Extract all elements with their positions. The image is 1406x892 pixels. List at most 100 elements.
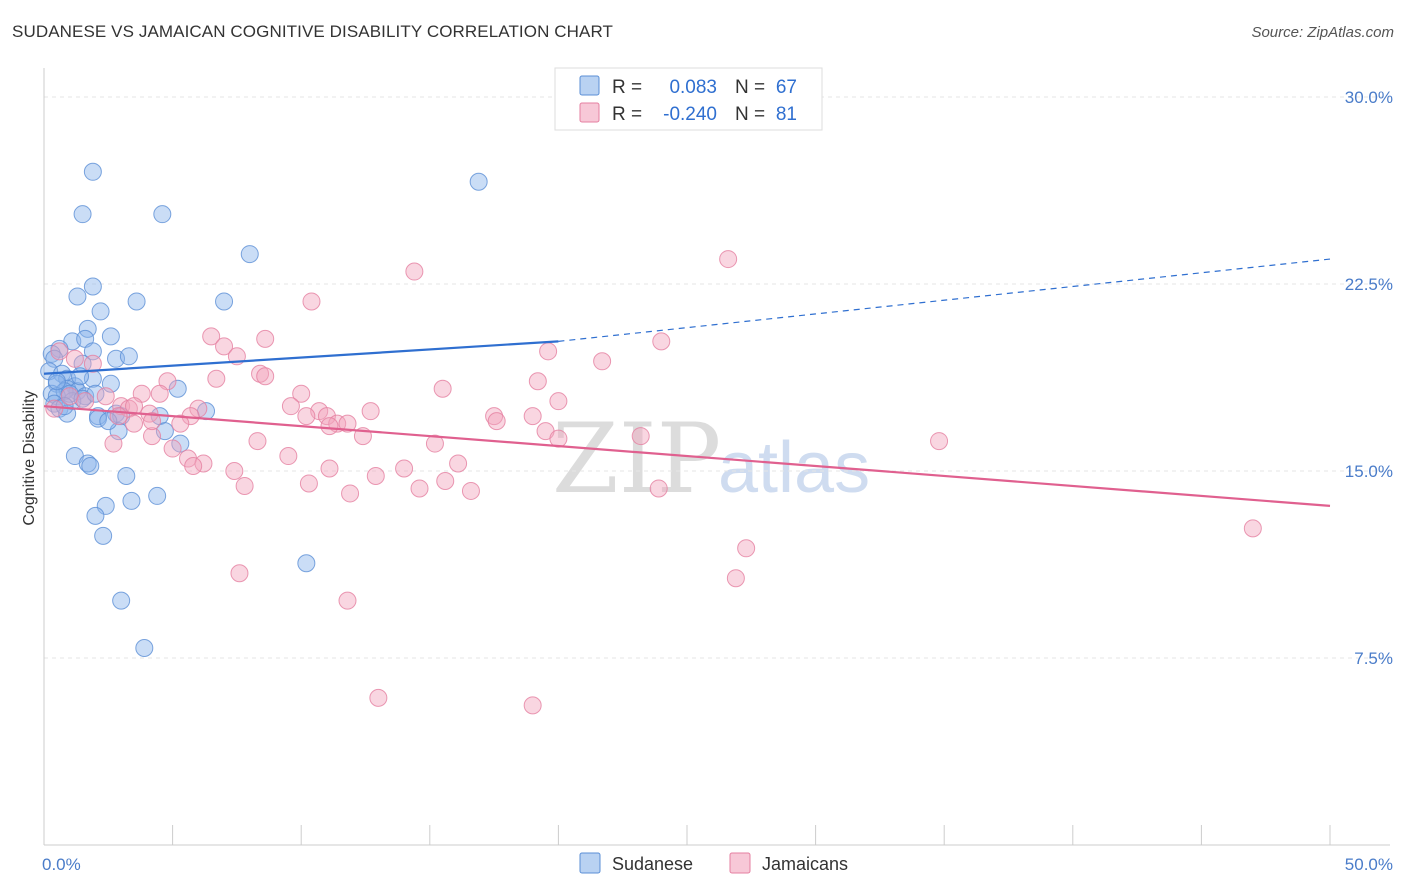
point-sudanese-50 (81, 457, 100, 476)
point-sudanese-5 (83, 277, 102, 296)
point-jamaicans-0 (719, 250, 738, 269)
point-jamaicans-67 (299, 474, 318, 493)
y-tick-label-0: 7.5% (1354, 649, 1393, 668)
point-sudanese-0 (83, 162, 102, 181)
point-sudanese-63 (86, 384, 105, 403)
stats-legend: R = 0.083 N = 67 R = -0.240 N = 81 (554, 67, 823, 131)
point-jamaicans-44 (338, 414, 357, 433)
point-jamaicans-33 (361, 402, 380, 421)
point-jamaicans-78 (523, 696, 542, 715)
chart-title: SUDANESE VS JAMAICAN COGNITIVE DISABILIT… (12, 22, 614, 41)
y-axis-label: Cognitive Disability (21, 390, 38, 525)
point-jamaicans-74 (726, 569, 745, 588)
point-sudanese-8 (215, 292, 234, 311)
point-sudanese-52 (148, 486, 167, 505)
point-sudanese-4 (240, 245, 259, 264)
point-jamaicans-3 (202, 327, 221, 346)
point-jamaicans-9 (593, 352, 612, 371)
point-jamaicans-66 (436, 471, 455, 490)
point-sudanese-7 (127, 292, 146, 311)
point-sudanese-55 (86, 506, 105, 525)
legend-n-label-jamaicans: N = (735, 104, 765, 125)
point-jamaicans-34 (485, 407, 504, 426)
point-jamaicans-43 (320, 417, 339, 436)
point-jamaicans-61 (320, 459, 339, 478)
point-sudanese-49 (78, 454, 97, 473)
point-jamaicans-69 (410, 479, 429, 498)
series-legend-swatch-jamaicans (729, 852, 751, 874)
legend-r-label-jamaicans: R = (612, 104, 642, 125)
point-sudanese-51 (117, 466, 136, 485)
point-jamaicans-77 (369, 688, 388, 707)
point-jamaicans-68 (235, 476, 254, 495)
point-jamaicans-50 (425, 434, 444, 453)
trend-line-jamaicans (43, 405, 1331, 508)
point-jamaicans-11 (50, 342, 69, 361)
legend-r-value-jamaicans: -0.240 (663, 104, 717, 125)
point-jamaicans-35 (523, 407, 542, 426)
point-jamaicans-59 (449, 454, 468, 473)
point-jamaicans-79 (649, 479, 668, 498)
point-jamaicans-14 (256, 367, 275, 386)
series-legend-label-jamaicans: Jamaicans (762, 854, 848, 874)
point-sudanese-6 (68, 287, 87, 306)
point-sudanese-58 (112, 591, 131, 610)
source-credit: Source: ZipAtlas.com (1251, 24, 1394, 41)
point-sudanese-57 (297, 554, 316, 573)
y-tick-labels: 7.5% 15.0% 22.5% 30.0% (1345, 88, 1393, 668)
trend-lines (43, 258, 1331, 508)
point-jamaicans-45 (125, 414, 144, 433)
point-jamaicans-70 (461, 481, 480, 500)
point-jamaicans-72 (1243, 519, 1262, 538)
point-sudanese-11 (101, 327, 120, 346)
point-sudanese-3 (153, 205, 172, 224)
point-jamaicans-22 (96, 387, 115, 406)
point-jamaicans-10 (65, 349, 84, 368)
point-jamaicans-56 (163, 439, 182, 458)
trend-extension-sudanese (558, 258, 1331, 342)
point-jamaicans-54 (930, 432, 949, 451)
point-jamaicans-40 (297, 407, 316, 426)
point-sudanese-19 (119, 347, 138, 366)
series-sudanese (40, 162, 488, 658)
point-jamaicans-7 (539, 342, 558, 361)
series-legend-swatch-sudanese (579, 852, 601, 874)
y-tick-label-2: 22.5% (1345, 275, 1393, 294)
legend-swatch-jamaicans (579, 102, 600, 123)
point-jamaicans-23 (60, 387, 79, 406)
point-jamaicans-17 (528, 372, 547, 391)
y-tick-label-1: 15.0% (1345, 462, 1393, 481)
point-jamaicans-64 (225, 462, 244, 480)
point-jamaicans-5 (652, 332, 671, 351)
series-legend-label-sudanese: Sudanese (612, 854, 693, 874)
point-jamaicans-75 (230, 564, 249, 583)
point-sudanese-66 (99, 412, 118, 431)
point-sudanese-59 (135, 639, 154, 658)
point-jamaicans-63 (395, 459, 414, 478)
point-jamaicans-62 (184, 457, 203, 476)
point-jamaicans-76 (338, 591, 357, 610)
legend-n-value-jamaicans: 81 (776, 104, 797, 125)
point-jamaicans-13 (251, 364, 270, 383)
watermark-zip: ZIP (552, 403, 721, 515)
point-jamaicans-18 (433, 379, 452, 398)
point-sudanese-30 (168, 379, 187, 398)
point-jamaicans-73 (737, 539, 756, 558)
series-legend: Sudanese Jamaicans (579, 852, 848, 874)
point-jamaicans-1 (405, 262, 424, 281)
point-jamaicans-12 (83, 354, 102, 373)
point-jamaicans-27 (45, 399, 64, 418)
x-tick-label-0: 0.0% (42, 855, 81, 874)
point-jamaicans-41 (487, 412, 506, 431)
point-jamaicans-2 (302, 292, 321, 311)
point-sudanese-54 (122, 491, 141, 510)
point-jamaicans-25 (549, 392, 568, 411)
point-jamaicans-4 (256, 329, 275, 348)
point-sudanese-9 (91, 302, 110, 321)
x-tick-labels: 0.0% 50.0% (42, 855, 1393, 874)
point-jamaicans-60 (194, 454, 213, 473)
point-jamaicans-24 (76, 392, 95, 411)
y-tick-label-3: 30.0% (1345, 88, 1393, 107)
point-jamaicans-28 (281, 397, 300, 416)
legend-n-value-sudanese: 67 (776, 77, 797, 98)
